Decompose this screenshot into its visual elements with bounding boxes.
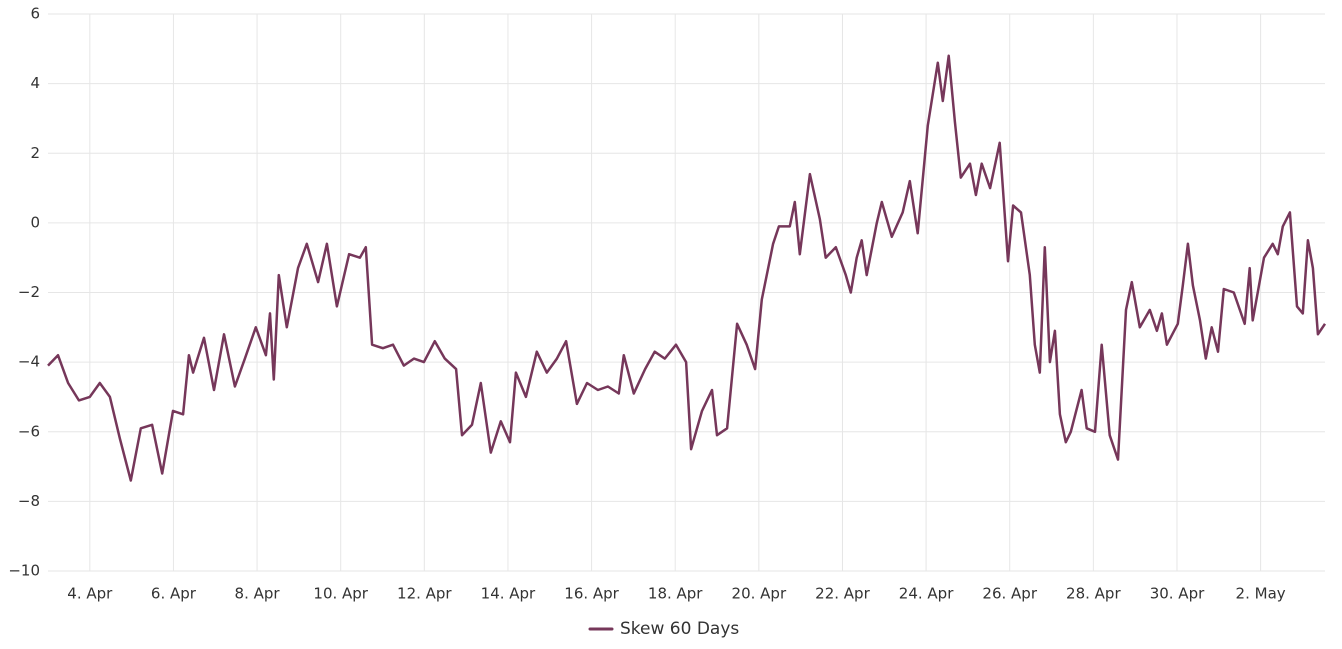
legend-label: Skew 60 Days — [620, 619, 739, 639]
x-tick-label: 28. Apr — [1066, 585, 1121, 603]
x-tick-label: 6. Apr — [151, 585, 197, 603]
y-tick-label: −2 — [18, 283, 40, 301]
x-tick-label: 22. Apr — [815, 585, 870, 603]
x-tick-label: 14. Apr — [481, 585, 536, 603]
x-tick-label: 12. Apr — [397, 585, 452, 603]
x-tick-label: 30. Apr — [1150, 585, 1205, 603]
x-tick-label: 10. Apr — [313, 585, 368, 603]
x-tick-label: 24. Apr — [899, 585, 954, 603]
y-tick-label: −10 — [8, 562, 40, 580]
x-tick-label: 26. Apr — [982, 585, 1037, 603]
x-tick-label: 18. Apr — [648, 585, 703, 603]
y-tick-label: 2 — [30, 144, 40, 162]
x-tick-label: 2. May — [1236, 585, 1286, 603]
x-tick-label: 4. Apr — [67, 585, 113, 603]
y-tick-label: 4 — [30, 74, 40, 92]
y-tick-label: 6 — [30, 5, 40, 23]
data-line — [47, 54, 1327, 482]
x-tick-label: 16. Apr — [564, 585, 619, 603]
y-tick-label: −4 — [18, 353, 40, 371]
x-tick-label: 20. Apr — [732, 585, 787, 603]
y-tick-label: 0 — [30, 213, 40, 231]
x-tick-label: 8. Apr — [235, 585, 281, 603]
y-tick-label: −6 — [18, 422, 40, 440]
y-tick-label: −8 — [18, 492, 40, 510]
